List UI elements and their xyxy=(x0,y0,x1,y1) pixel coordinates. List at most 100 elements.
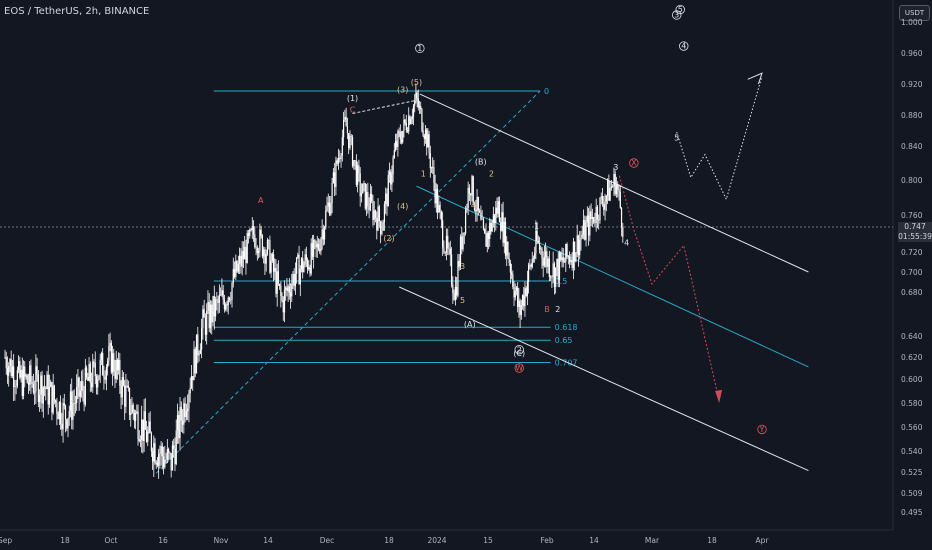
currency-button[interactable]: USDT xyxy=(899,5,930,21)
candle-body xyxy=(418,106,421,108)
candle-body xyxy=(380,221,382,235)
candle-body xyxy=(20,369,22,378)
candle-body xyxy=(369,193,371,211)
candle-body xyxy=(245,246,247,263)
candle-body xyxy=(566,244,568,257)
candle-body xyxy=(348,133,350,149)
candle-body xyxy=(31,382,33,385)
candle-body xyxy=(240,255,242,267)
candle-body xyxy=(176,415,179,431)
candle-body xyxy=(161,446,163,457)
candle-body xyxy=(16,370,18,386)
candle-body xyxy=(587,215,590,236)
candle-body xyxy=(263,249,265,257)
candle-body xyxy=(330,203,332,215)
candle-body xyxy=(433,167,435,183)
candle-body xyxy=(335,160,337,187)
candle-body xyxy=(13,366,15,387)
candle-body xyxy=(93,361,95,363)
candle-body xyxy=(222,290,224,300)
candle-body xyxy=(158,453,160,466)
candle-body xyxy=(294,273,297,286)
candle-body xyxy=(269,240,271,273)
y-tick-label: 0.840 xyxy=(901,142,923,151)
candle-body xyxy=(154,443,156,464)
candle-body xyxy=(22,366,25,396)
candle-body xyxy=(223,299,226,310)
candle-body xyxy=(53,385,56,401)
candle-body xyxy=(280,285,282,297)
candle-body xyxy=(296,257,298,274)
candle-body xyxy=(87,377,89,381)
candle-body xyxy=(149,421,151,434)
x-tick-label: 18 xyxy=(384,536,394,545)
candle-body xyxy=(159,453,161,454)
wave-label: 3 xyxy=(460,262,465,271)
candle-body xyxy=(260,229,262,236)
candle-body xyxy=(147,431,149,442)
candle-body xyxy=(125,386,127,407)
candle-body xyxy=(454,286,456,300)
candle-body xyxy=(189,387,191,394)
fib-level-label: 0.618 xyxy=(555,323,578,332)
candle-body xyxy=(421,109,423,131)
candle-body xyxy=(585,222,587,240)
candle-body xyxy=(606,180,609,196)
wave-label: (2) xyxy=(383,234,394,243)
candle-body xyxy=(620,207,623,228)
trend-channel xyxy=(399,93,809,472)
y-axis: 1.000 0.960 0.920 0.880 0.840 0.800 0.760 0.720… xyxy=(901,18,923,517)
candle-body xyxy=(351,136,354,167)
candle-body xyxy=(4,357,6,358)
candle-body xyxy=(221,290,223,296)
candle-body xyxy=(612,186,614,188)
candle-body xyxy=(143,411,145,441)
candle-body xyxy=(363,183,365,184)
candle-body xyxy=(241,251,243,267)
x-tick-label: 14 xyxy=(263,536,273,545)
candle-body xyxy=(617,184,619,190)
candle-body xyxy=(114,371,116,380)
candle-body xyxy=(598,219,600,221)
wave-label: (1) xyxy=(347,94,358,103)
candle-body xyxy=(426,129,428,148)
candle-body xyxy=(463,232,465,234)
y-tick-label: 0.560 xyxy=(901,423,923,432)
x-tick-label: 18 xyxy=(707,536,717,545)
candle-body xyxy=(36,366,38,375)
candle-body xyxy=(286,287,288,291)
candle-body xyxy=(406,130,409,132)
candle-body xyxy=(291,283,293,297)
candle-body xyxy=(233,269,236,277)
candle-body xyxy=(468,187,471,194)
candle-body xyxy=(422,130,424,136)
candle-body xyxy=(577,235,580,256)
candle-body xyxy=(386,193,388,207)
candle-body xyxy=(482,219,485,229)
candle-body xyxy=(331,183,333,204)
candle-body xyxy=(14,386,16,387)
candle-body xyxy=(244,246,246,260)
candle-body xyxy=(232,269,234,283)
candle-body xyxy=(78,377,80,397)
candle-body xyxy=(546,251,548,267)
candle-body xyxy=(457,260,459,296)
candle-body xyxy=(30,365,32,383)
candle-body xyxy=(218,294,220,304)
candle-body xyxy=(201,328,203,350)
candle-body xyxy=(538,242,541,250)
candle-body xyxy=(209,304,212,329)
candle-body xyxy=(414,101,416,106)
channel-line xyxy=(416,185,809,368)
candle-body xyxy=(605,195,607,202)
candle-body xyxy=(436,189,439,213)
candle-body xyxy=(531,258,533,268)
wave-label: 4 xyxy=(624,239,629,248)
candle-body xyxy=(381,230,383,235)
candle-body xyxy=(596,206,599,220)
candle-body xyxy=(66,419,68,429)
candle-body xyxy=(110,342,112,373)
candle-body xyxy=(135,412,137,421)
candle-body xyxy=(184,403,186,418)
